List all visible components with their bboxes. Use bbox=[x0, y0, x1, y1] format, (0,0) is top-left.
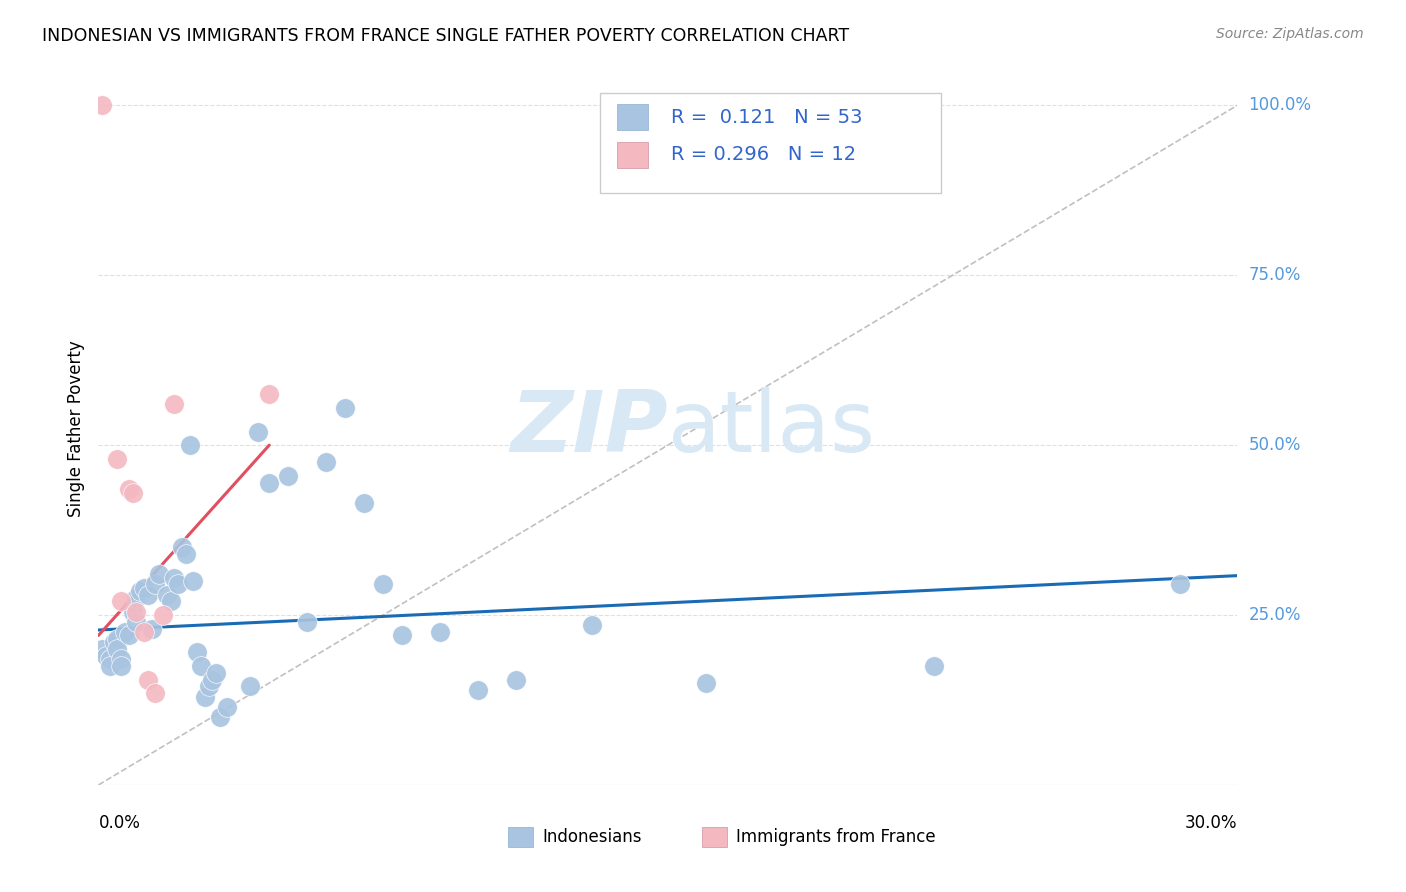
Point bbox=[239, 680, 262, 694]
Point bbox=[156, 588, 179, 602]
FancyBboxPatch shape bbox=[509, 827, 533, 847]
Point bbox=[136, 673, 159, 687]
Point bbox=[163, 397, 186, 411]
FancyBboxPatch shape bbox=[617, 142, 648, 168]
Point bbox=[1170, 577, 1192, 591]
Point bbox=[186, 645, 208, 659]
Point bbox=[174, 547, 197, 561]
Point bbox=[132, 581, 155, 595]
Point bbox=[695, 676, 717, 690]
Point bbox=[114, 625, 136, 640]
Point bbox=[136, 588, 159, 602]
Point bbox=[163, 571, 186, 585]
Point bbox=[107, 632, 129, 646]
Point bbox=[107, 642, 129, 657]
Point bbox=[91, 642, 114, 657]
Point bbox=[118, 483, 141, 497]
Point bbox=[129, 584, 152, 599]
Text: 25.0%: 25.0% bbox=[1249, 606, 1301, 624]
Point bbox=[335, 401, 357, 415]
Point bbox=[167, 577, 190, 591]
Point bbox=[208, 710, 231, 724]
Point bbox=[125, 591, 148, 605]
Point bbox=[581, 618, 603, 632]
FancyBboxPatch shape bbox=[617, 103, 648, 130]
Point bbox=[91, 98, 114, 112]
Point bbox=[259, 475, 281, 490]
Point bbox=[197, 680, 219, 694]
Point bbox=[259, 387, 281, 401]
Point bbox=[110, 594, 132, 608]
Point bbox=[391, 628, 413, 642]
Point bbox=[141, 622, 163, 636]
Text: Source: ZipAtlas.com: Source: ZipAtlas.com bbox=[1216, 27, 1364, 41]
Point bbox=[217, 699, 239, 714]
Text: INDONESIAN VS IMMIGRANTS FROM FRANCE SINGLE FATHER POVERTY CORRELATION CHART: INDONESIAN VS IMMIGRANTS FROM FRANCE SIN… bbox=[42, 27, 849, 45]
Point bbox=[94, 648, 117, 663]
Point bbox=[205, 665, 228, 680]
Point bbox=[201, 673, 224, 687]
Point bbox=[922, 659, 945, 673]
Point bbox=[110, 659, 132, 673]
Text: R =  0.121   N = 53: R = 0.121 N = 53 bbox=[671, 108, 863, 127]
Point bbox=[159, 594, 181, 608]
Text: 50.0%: 50.0% bbox=[1249, 436, 1301, 454]
Text: Immigrants from France: Immigrants from France bbox=[737, 828, 936, 846]
Point bbox=[353, 496, 375, 510]
Point bbox=[467, 682, 489, 697]
Point bbox=[98, 652, 121, 666]
Text: Indonesians: Indonesians bbox=[543, 828, 643, 846]
Point bbox=[98, 659, 121, 673]
Point bbox=[194, 690, 217, 704]
Point bbox=[125, 605, 148, 619]
Point bbox=[132, 625, 155, 640]
Point bbox=[145, 686, 167, 700]
Text: R = 0.296   N = 12: R = 0.296 N = 12 bbox=[671, 145, 856, 164]
Point bbox=[277, 468, 299, 483]
FancyBboxPatch shape bbox=[702, 827, 727, 847]
Point bbox=[429, 625, 451, 640]
FancyBboxPatch shape bbox=[599, 93, 941, 193]
Point bbox=[315, 455, 337, 469]
Point bbox=[145, 577, 167, 591]
Point bbox=[170, 540, 193, 554]
Text: atlas: atlas bbox=[668, 386, 876, 470]
Point bbox=[297, 615, 319, 629]
Point bbox=[152, 608, 174, 623]
Text: 75.0%: 75.0% bbox=[1249, 266, 1301, 285]
Point bbox=[125, 615, 148, 629]
Point bbox=[103, 635, 125, 649]
Y-axis label: Single Father Poverty: Single Father Poverty bbox=[66, 340, 84, 516]
Point bbox=[183, 574, 205, 588]
Point bbox=[179, 438, 201, 452]
Point bbox=[371, 577, 394, 591]
Point bbox=[107, 451, 129, 466]
Point bbox=[110, 652, 132, 666]
Point bbox=[121, 605, 143, 619]
Point bbox=[190, 659, 212, 673]
Point bbox=[148, 567, 170, 582]
Text: 0.0%: 0.0% bbox=[98, 814, 141, 831]
Point bbox=[118, 628, 141, 642]
Point bbox=[121, 485, 143, 500]
Text: ZIP: ZIP bbox=[510, 386, 668, 470]
Text: 100.0%: 100.0% bbox=[1249, 96, 1312, 114]
Text: 30.0%: 30.0% bbox=[1185, 814, 1237, 831]
Point bbox=[246, 425, 269, 439]
Point bbox=[505, 673, 527, 687]
